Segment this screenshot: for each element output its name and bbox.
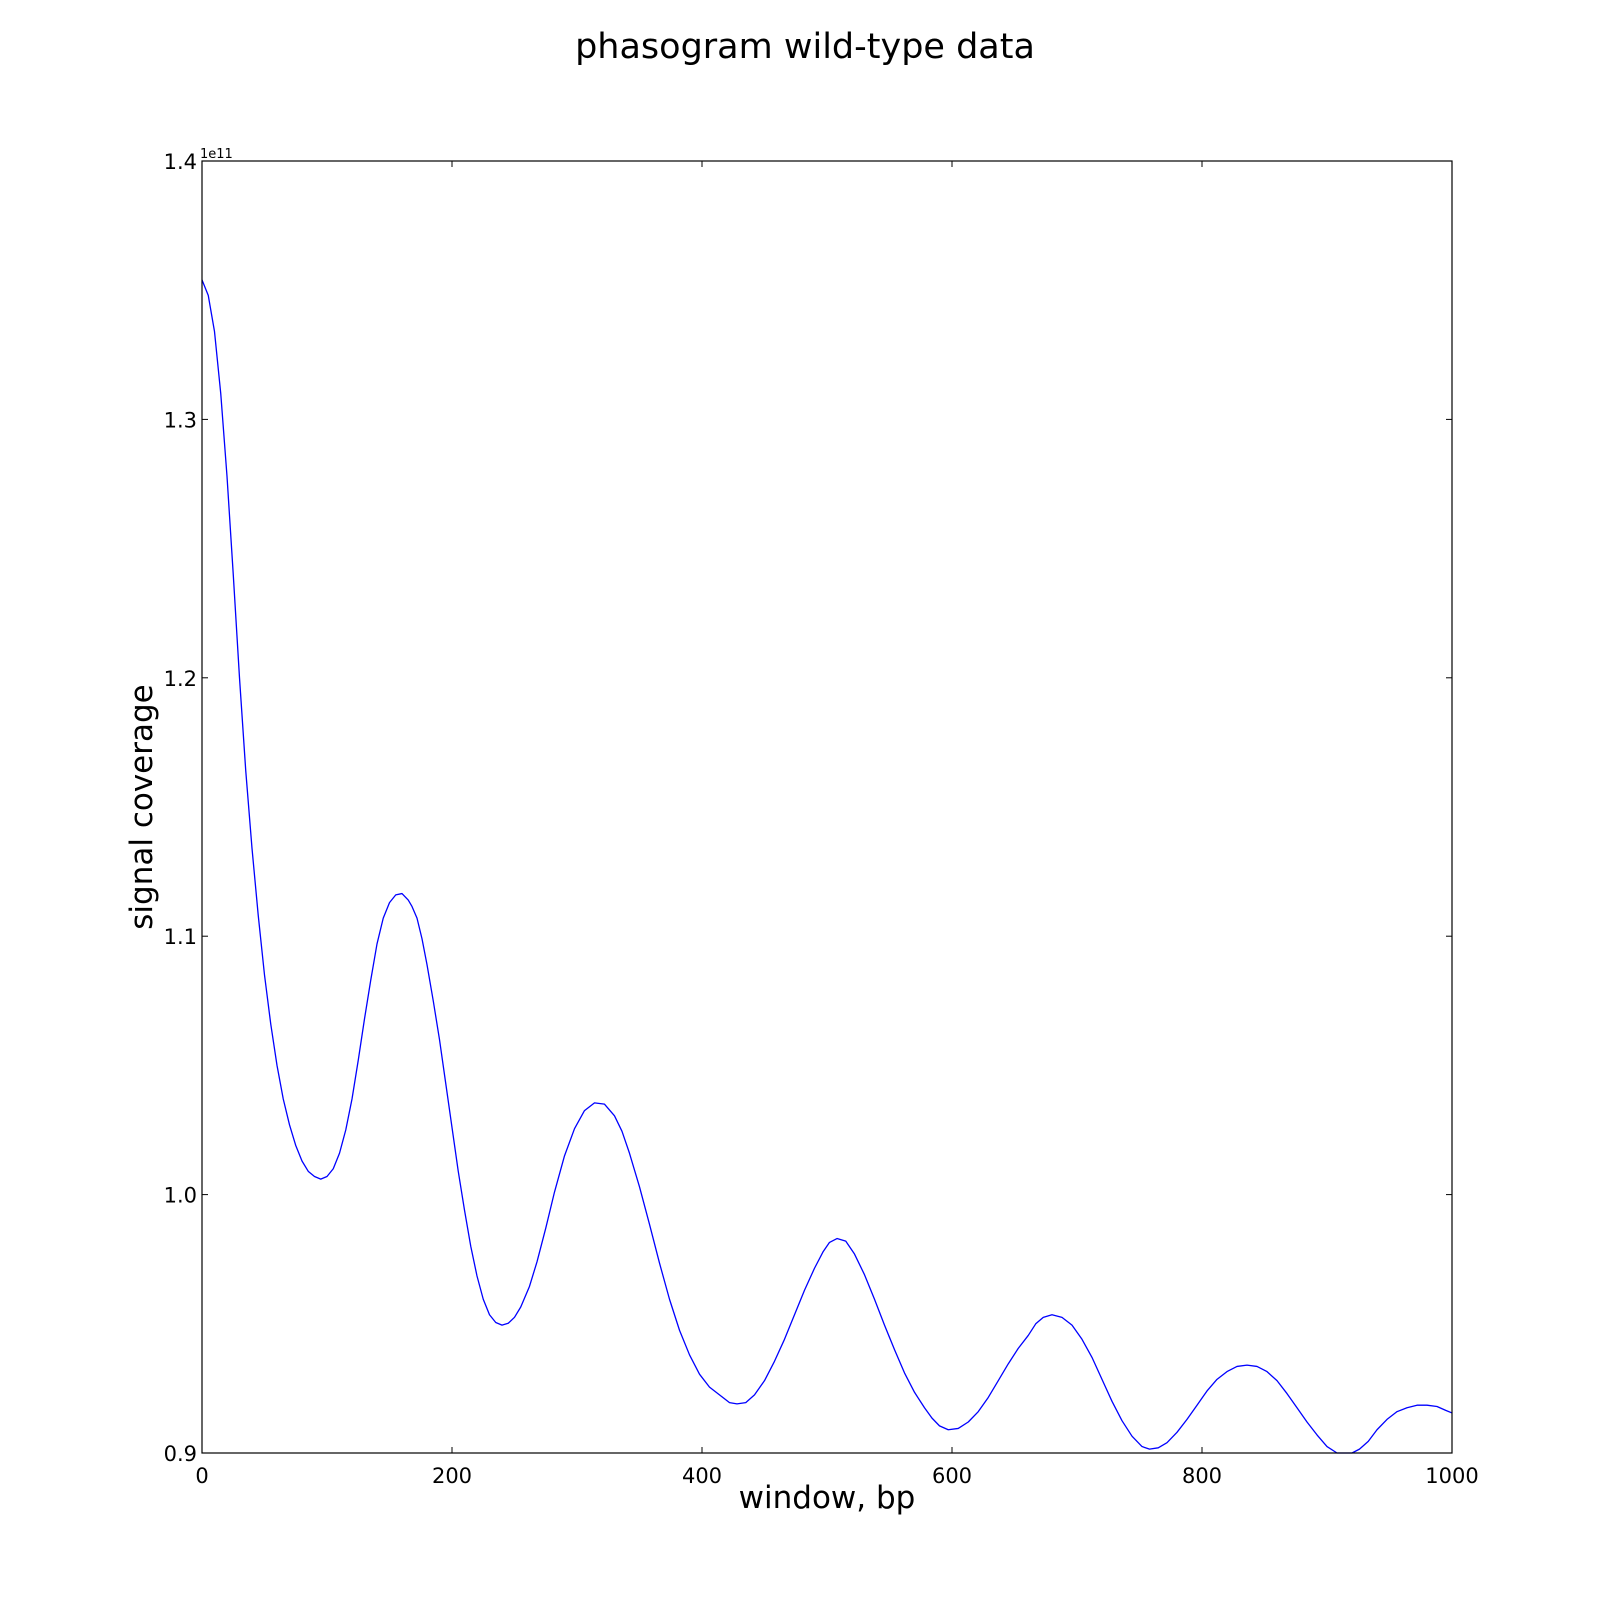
axis-ticks: 0 200 400 600 800 1000 0.9 1.0 1.1 1.2 1.3 1.4 [164,150,1479,1488]
y-tick-label: 1.0 [164,1184,197,1208]
chart-title: phasogram wild-type data [575,27,1035,67]
x-tick-label: 800 [1182,1464,1222,1488]
plot-area [201,279,1453,1454]
axes-frame [201,160,1453,1454]
y-offset-label: 1e11 [200,147,233,162]
x-tick-label: 1000 [1425,1464,1478,1488]
y-axis-label: signal coverage [124,684,160,929]
y-tick-label: 1.3 [164,408,197,432]
x-tick-label: 400 [682,1464,722,1488]
series-line-0 [201,279,1453,1454]
y-tick-label: 1.1 [164,925,197,949]
x-tick-label: 600 [932,1464,972,1488]
y-tick-label: 0.9 [164,1442,197,1466]
x-axis-label: window, bp [739,1480,916,1516]
y-tick-label: 1.2 [164,667,197,691]
x-tick-label: 0 [195,1464,208,1488]
y-tick-label: 1.4 [164,150,197,174]
x-tick-label: 200 [432,1464,472,1488]
